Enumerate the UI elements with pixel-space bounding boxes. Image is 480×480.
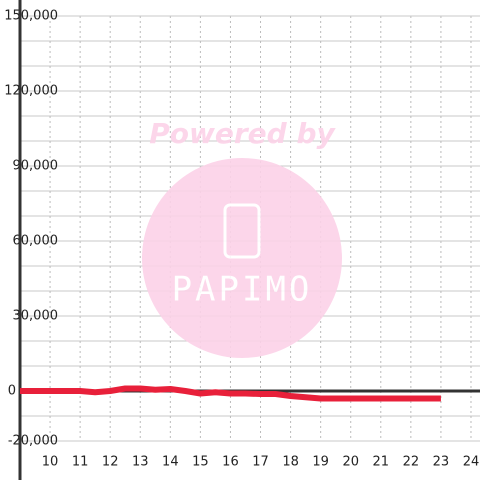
x-tick-label: 22: [403, 455, 420, 470]
x-tick-label: 17: [252, 455, 269, 470]
x-tick-label: 18: [282, 455, 299, 470]
x-tick-label: 21: [373, 455, 390, 470]
watermark-text: Powered by: [149, 117, 336, 150]
x-tick-label: 16: [222, 455, 239, 470]
x-tick-label: 24: [463, 455, 480, 470]
x-tick-label: 12: [102, 455, 119, 470]
phone-icon: [223, 203, 261, 259]
grid: [20, 15, 480, 442]
y-tick-label: -20,000: [8, 434, 58, 449]
axes: -20,000 0 30,000 60,000 90,000 120,000 150,000…: [4, 0, 480, 480]
y-tick-label: 60,000: [13, 234, 59, 249]
x-tick-label: 11: [72, 455, 89, 470]
x-tick-label: 23: [433, 455, 450, 470]
x-tick-label: 19: [312, 455, 329, 470]
data-line: [20, 385, 441, 402]
x-tick-label: 20: [342, 455, 359, 470]
x-tick-label: 13: [132, 455, 149, 470]
watermark: Powered by PAPIMO: [142, 117, 342, 358]
y-tick-label: 120,000: [4, 84, 58, 99]
x-tick-label: 15: [192, 455, 209, 470]
x-tick-label: 14: [162, 455, 179, 470]
x-tick-label: 10: [42, 455, 59, 470]
y-tick-label: 90,000: [13, 159, 59, 174]
watermark-logo: PAPIMO: [172, 270, 313, 310]
y-tick-label: 30,000: [13, 309, 59, 324]
y-tick-label: 150,000: [4, 9, 58, 24]
y-tick-label: 0: [8, 384, 16, 399]
